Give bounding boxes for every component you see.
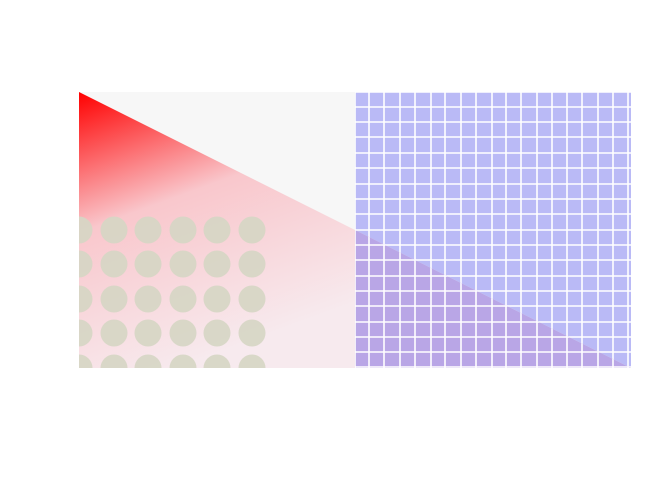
pattern-dot <box>66 286 93 313</box>
pattern-dot <box>170 286 197 313</box>
pattern-dot <box>66 355 93 382</box>
pattern-dot <box>204 355 231 382</box>
pattern-dot <box>204 251 231 278</box>
pattern-dot <box>204 286 231 313</box>
pattern-dot <box>239 286 266 313</box>
pattern-dot <box>101 217 128 244</box>
pattern-dot <box>239 355 266 382</box>
pattern-dot <box>135 286 162 313</box>
pattern-dot <box>170 320 197 347</box>
pattern-dot <box>66 251 93 278</box>
pattern-dot <box>239 251 266 278</box>
pattern-dot <box>101 286 128 313</box>
pattern-dot <box>204 320 231 347</box>
pattern-dot <box>170 217 197 244</box>
pattern-dot <box>239 320 266 347</box>
pattern-dot <box>170 355 197 382</box>
pattern-dot <box>135 320 162 347</box>
pattern-dot <box>239 217 266 244</box>
pattern-dot <box>204 217 231 244</box>
pattern-dot <box>101 320 128 347</box>
pattern-dot <box>66 320 93 347</box>
pattern-dot <box>170 251 197 278</box>
pattern-dot <box>101 355 128 382</box>
pattern-dot <box>66 217 93 244</box>
pattern-dot <box>135 251 162 278</box>
pattern-dot <box>101 251 128 278</box>
pattern-dot <box>135 355 162 382</box>
pattern-dot <box>135 217 162 244</box>
